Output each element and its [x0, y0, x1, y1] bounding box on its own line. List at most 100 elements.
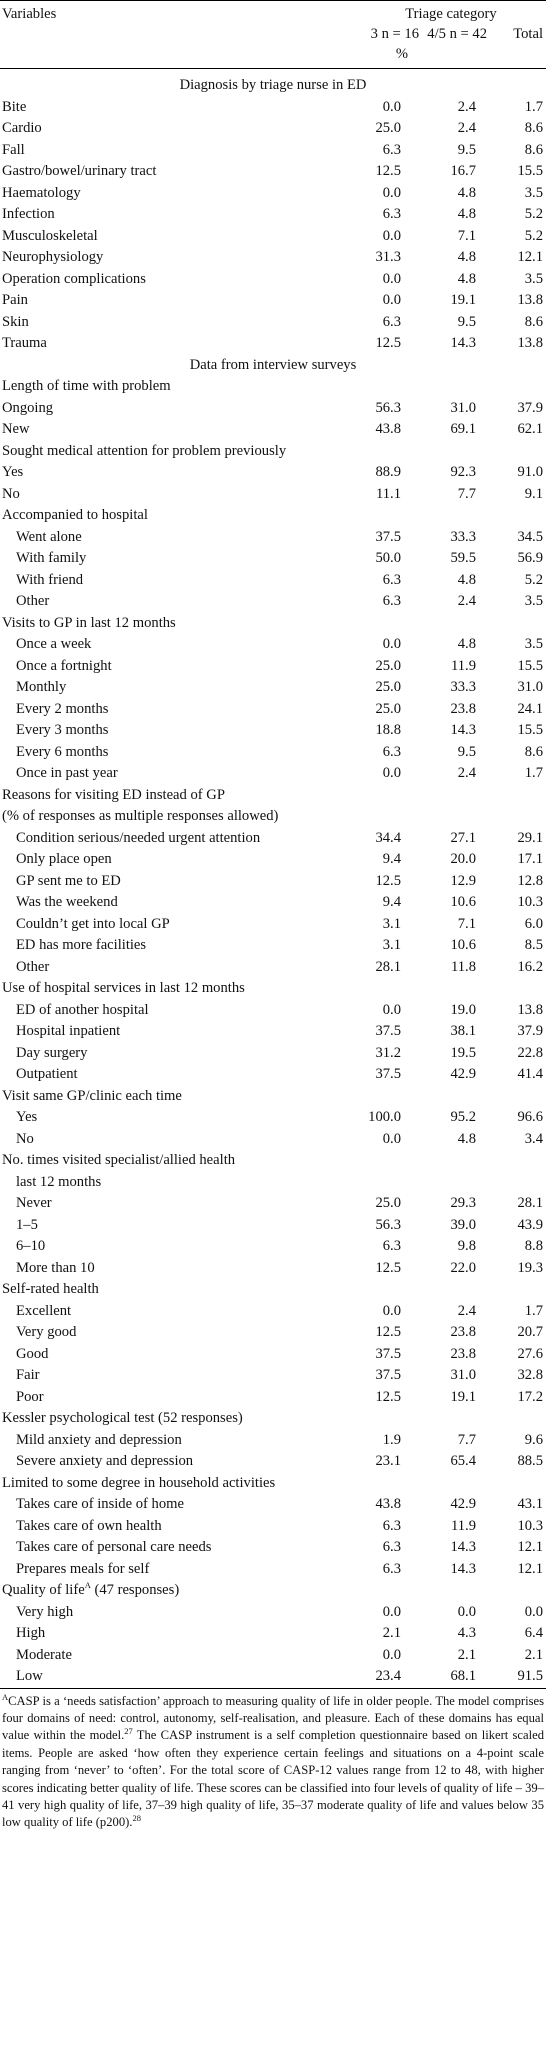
cell-total: 10.3: [517, 894, 543, 910]
row-label: Very high: [16, 1603, 74, 1620]
cell-total: 9.6: [524, 1431, 543, 1448]
table-row: GP sent me to ED 12.5 12.9 12.8: [0, 871, 546, 893]
cell-triage-4-5: 69.1: [450, 421, 476, 437]
cell-total: 8.6: [524, 743, 543, 760]
row-label: No: [16, 1130, 34, 1147]
table-row: Ongoing 56.3 31.0 37.9: [0, 398, 546, 420]
cell-triage-3: 37.5: [375, 1066, 401, 1082]
cell-total: 29.1: [517, 829, 543, 846]
cell-triage-3: 6.3: [382, 1517, 401, 1534]
table-row: Very high 0.0 0.0 0.0: [0, 1602, 546, 1624]
cell-total: 37.9: [517, 399, 543, 416]
row-label: Operation complications: [2, 270, 146, 287]
cell-triage-4-5: 7.7: [457, 485, 476, 502]
row-label: Pain: [2, 292, 28, 308]
cell-total: 31.0: [517, 679, 543, 695]
cell-triage-3: 37.5: [375, 1345, 401, 1362]
table-row: 6–10 6.3 9.8 8.8: [0, 1236, 546, 1258]
cell-triage-3: 3.1: [382, 937, 401, 953]
cell-triage-4-5: 4.8: [457, 206, 476, 222]
table-row: 1–5 56.3 39.0 43.9: [0, 1215, 546, 1237]
row-label: Ongoing: [2, 399, 54, 416]
table-row: Musculoskeletal 0.0 7.1 5.2: [0, 226, 546, 248]
cell-triage-4-5: 22.0: [450, 1259, 476, 1276]
cell-total: 27.6: [517, 1345, 543, 1362]
cell-triage-3: 0.0: [382, 292, 401, 308]
row-label: Went alone: [16, 528, 82, 545]
cell-triage-4-5: 10.6: [450, 894, 476, 910]
cell-total: 3.5: [524, 636, 543, 652]
table-row: Went alone 37.5 33.3 34.5: [0, 527, 546, 549]
row-label: Never: [16, 1195, 52, 1211]
cell-triage-3: 6.3: [382, 206, 401, 222]
table-row: Excellent 0.0 2.4 1.7: [0, 1301, 546, 1323]
table: Variables Triage category 3 n = 16 4/5 n…: [0, 0, 546, 1832]
group-heading: Kessler psychological test (52 responses…: [0, 1408, 546, 1430]
table-row: Prepares meals for self 6.3 14.3 12.1: [0, 1559, 546, 1581]
table-row: Never 25.0 29.3 28.1: [0, 1193, 546, 1215]
cell-total: 8.5: [524, 937, 543, 953]
footnote: ACASP is a ‘needs satisfaction’ approach…: [0, 1689, 546, 1832]
cell-total: 10.3: [517, 1517, 543, 1534]
cell-triage-4-5: 12.9: [450, 872, 476, 889]
cell-triage-3: 11.1: [376, 485, 401, 502]
cell-triage-3: 25.0: [375, 700, 401, 717]
cell-triage-3: 9.4: [382, 851, 401, 867]
row-label: Skin: [2, 313, 29, 330]
col-header-total: Total: [513, 26, 543, 42]
table-row: Trauma 12.5 14.3 13.8: [0, 333, 546, 355]
cell-triage-4-5: 19.1: [450, 292, 476, 308]
cell-total: 5.2: [524, 571, 543, 588]
cell-triage-3: 6.3: [382, 743, 401, 760]
cell-triage-4-5: 23.8: [450, 1324, 476, 1340]
cell-triage-3: 6.3: [382, 1560, 401, 1577]
footnote-ref-28: 28: [132, 1813, 141, 1824]
row-label: Day surgery: [16, 1044, 88, 1061]
cell-triage-4-5: 19.5: [450, 1044, 476, 1061]
footnote-text-2: The CASP instrument is a self completion…: [2, 1728, 544, 1830]
group-heading-label: Length of time with problem: [2, 378, 171, 394]
cell-triage-3: 6.3: [382, 313, 401, 330]
group-heading-label: Visits to GP in last 12 months: [2, 614, 176, 631]
cell-triage-3: 43.8: [375, 421, 401, 437]
table-row: Takes care of inside of home 43.8 42.9 43.1: [0, 1494, 546, 1516]
table-row: Outpatient 37.5 42.9 41.4: [0, 1064, 546, 1086]
cell-triage-3: 56.3: [375, 1216, 401, 1233]
cell-triage-4-5: 2.4: [457, 765, 476, 781]
row-label: Low: [16, 1668, 43, 1684]
table-row: ED of another hospital 0.0 19.0 13.8: [0, 1000, 546, 1022]
cell-triage-3: 25.0: [375, 1195, 401, 1211]
cell-triage-3: 3.1: [382, 915, 401, 932]
cell-triage-4-5: 4.8: [457, 184, 476, 201]
cell-triage-4-5: 27.1: [450, 829, 476, 846]
cell-triage-3: 31.2: [375, 1044, 401, 1061]
table-row: Skin 6.3 9.5 8.6: [0, 312, 546, 334]
table-row: Fair 37.5 31.0 32.8: [0, 1365, 546, 1387]
cell-triage-4-5: 9.5: [457, 313, 476, 330]
group-heading: Sought medical attention for problem pre…: [0, 441, 546, 463]
cell-triage-4-5: 14.3: [450, 335, 476, 351]
footnote-ref-27: 27: [124, 1726, 133, 1737]
cell-triage-3: 23.1: [375, 1453, 401, 1469]
cell-triage-3: 25.0: [375, 120, 401, 136]
cell-triage-4-5: 4.8: [457, 571, 476, 588]
cell-triage-3: 0.0: [382, 765, 401, 781]
table-row: Hospital inpatient 37.5 38.1 37.9: [0, 1021, 546, 1043]
cell-triage-4-5: 4.3: [457, 1625, 476, 1641]
cell-triage-3: 0.0: [382, 1646, 401, 1663]
cell-total: 9.1: [524, 485, 543, 502]
cell-triage-4-5: 65.4: [450, 1453, 476, 1469]
cell-total: 91.0: [517, 464, 543, 480]
table-header: Variables Triage category 3 n = 16 4/5 n…: [0, 1, 546, 64]
cell-triage-3: 100.0: [368, 1109, 401, 1125]
cell-total: 13.8: [517, 335, 543, 351]
section-heading: Data from interview surveys: [189, 356, 357, 373]
table-row: Operation complications 0.0 4.8 3.5: [0, 269, 546, 291]
table-row: ED has more facilities 3.1 10.6 8.5: [0, 935, 546, 957]
group-heading: Visit same GP/clinic each time: [0, 1086, 546, 1108]
table-row: No 0.0 4.8 3.4: [0, 1129, 546, 1151]
cell-total: 28.1: [517, 1195, 543, 1211]
group-heading-label: Kessler psychological test (52 responses…: [2, 1410, 243, 1426]
row-label: Takes care of inside of home: [16, 1496, 184, 1512]
cell-triage-3: 6.3: [382, 141, 401, 158]
